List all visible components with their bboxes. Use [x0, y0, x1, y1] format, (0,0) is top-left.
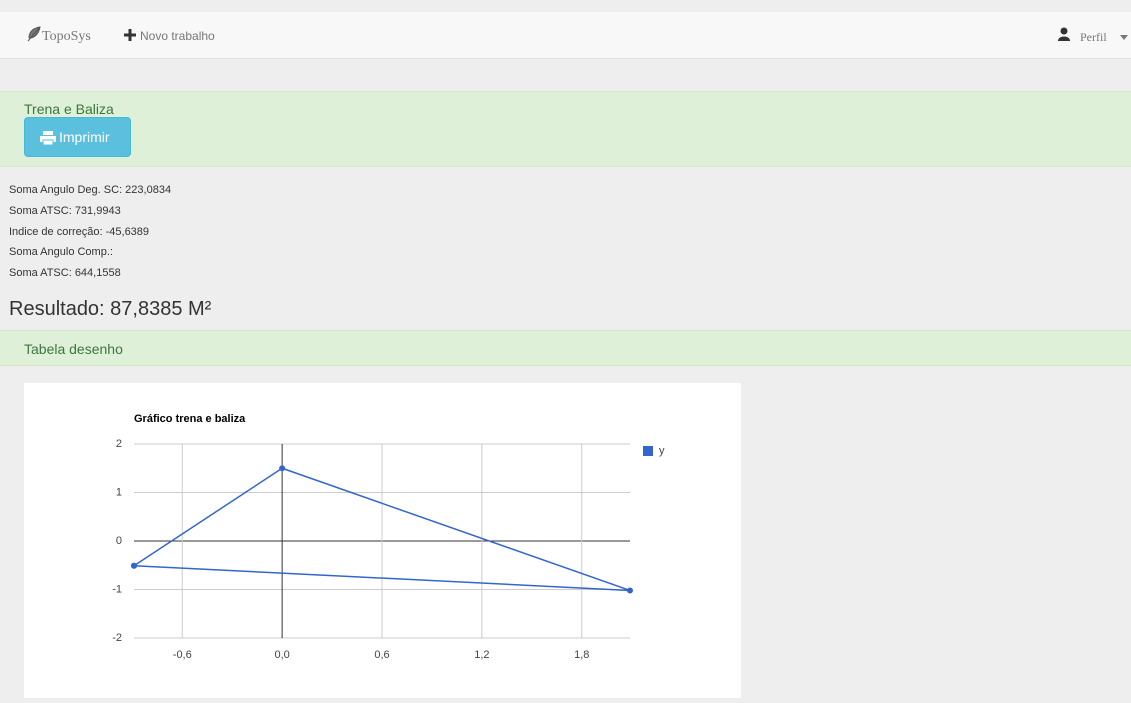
- navbar: TopoSys Novo trabalho Perfil: [0, 12, 1131, 59]
- result: Resultado: 87,8385 M²: [9, 298, 212, 320]
- point: [627, 587, 633, 594]
- print-button[interactable]: Imprimir: [24, 117, 131, 157]
- series-line: [133, 467, 631, 592]
- chart-container: Gráfico trena e baliza -2 -1 0 1 2 -0,6 0,0 0,6…: [24, 383, 741, 698]
- y-tick-label: -1: [112, 583, 122, 595]
- stat-line: Indice de correção: -45,6389: [9, 225, 150, 238]
- x-tick-label: 1,8: [574, 649, 589, 661]
- y-tick-label: -2: [112, 632, 122, 644]
- panel-title: Trena e Baliza: [24, 101, 114, 117]
- x-tick-label: 0,0: [274, 649, 289, 661]
- chart-title: Gráfico trena e baliza: [134, 413, 246, 425]
- x-tick-label: -0,6: [173, 649, 192, 661]
- brand[interactable]: TopoSys: [42, 29, 91, 44]
- stat-line: Soma Angulo Comp.:: [9, 246, 113, 259]
- print-icon: [40, 131, 56, 145]
- y-tick-label: 2: [116, 438, 122, 450]
- x-tick-label: 1,2: [474, 649, 489, 661]
- print-label: Imprimir: [59, 129, 110, 145]
- plus-icon: [124, 29, 136, 41]
- point: [131, 562, 137, 569]
- y-tick-label: 0: [116, 535, 122, 547]
- profile-link[interactable]: Perfil: [1080, 30, 1107, 44]
- panel-title: Tabela desenho: [24, 341, 123, 357]
- legend-swatch: [643, 446, 653, 456]
- brand-icon: [27, 26, 41, 42]
- new-job-link[interactable]: Novo trabalho: [140, 29, 215, 43]
- stat-line: Soma Angulo Deg. SC: 223,0834: [9, 184, 172, 196]
- panel-header: Trena e Baliza Imprimir: [0, 91, 1131, 167]
- legend-label: y: [659, 445, 665, 457]
- chart: Gráfico trena e baliza -2 -1 0 1 2 -0,6 0,0 0,6…: [112, 413, 665, 661]
- stat-line: Soma ATSC: 644,1558: [9, 267, 121, 280]
- stat-line: Soma ATSC: 731,9943: [9, 204, 121, 217]
- user-icon: [1058, 27, 1070, 41]
- panel-table: Tabela desenho: [0, 330, 1131, 366]
- y-tick-label: 1: [116, 486, 122, 498]
- caret: [1120, 35, 1128, 40]
- x-tick-label: 0,6: [374, 649, 389, 661]
- point: [279, 465, 286, 472]
